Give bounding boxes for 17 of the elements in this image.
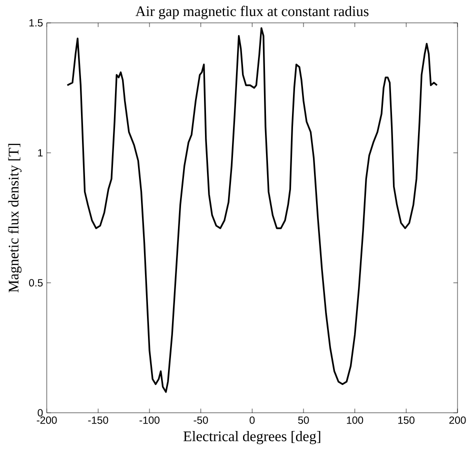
x-tick-label: 50 (298, 416, 309, 424)
y-tick-label: 0 (38, 409, 43, 417)
x-tick-label: 0 (250, 416, 255, 424)
x-tick-label: -50 (194, 416, 208, 424)
x-tick-label: 100 (346, 416, 364, 424)
x-tick-label: 150 (398, 416, 414, 424)
x-tick-label: 200 (449, 416, 466, 424)
y-axis-title: Magnetic flux density [T] (8, 144, 22, 293)
y-tick-label: 1 (38, 149, 43, 157)
x-axis-title: Electrical degrees [deg] (183, 431, 320, 444)
chart-title: Air gap magnetic flux at constant radius (135, 6, 368, 20)
x-tick-label: -200 (36, 416, 57, 424)
x-tick-label: -150 (88, 416, 108, 424)
line-series (66, 27, 438, 393)
x-tick-label: -100 (140, 416, 160, 424)
y-tick-label: 0.5 (29, 279, 43, 287)
y-tick-label: 1.5 (29, 19, 43, 27)
